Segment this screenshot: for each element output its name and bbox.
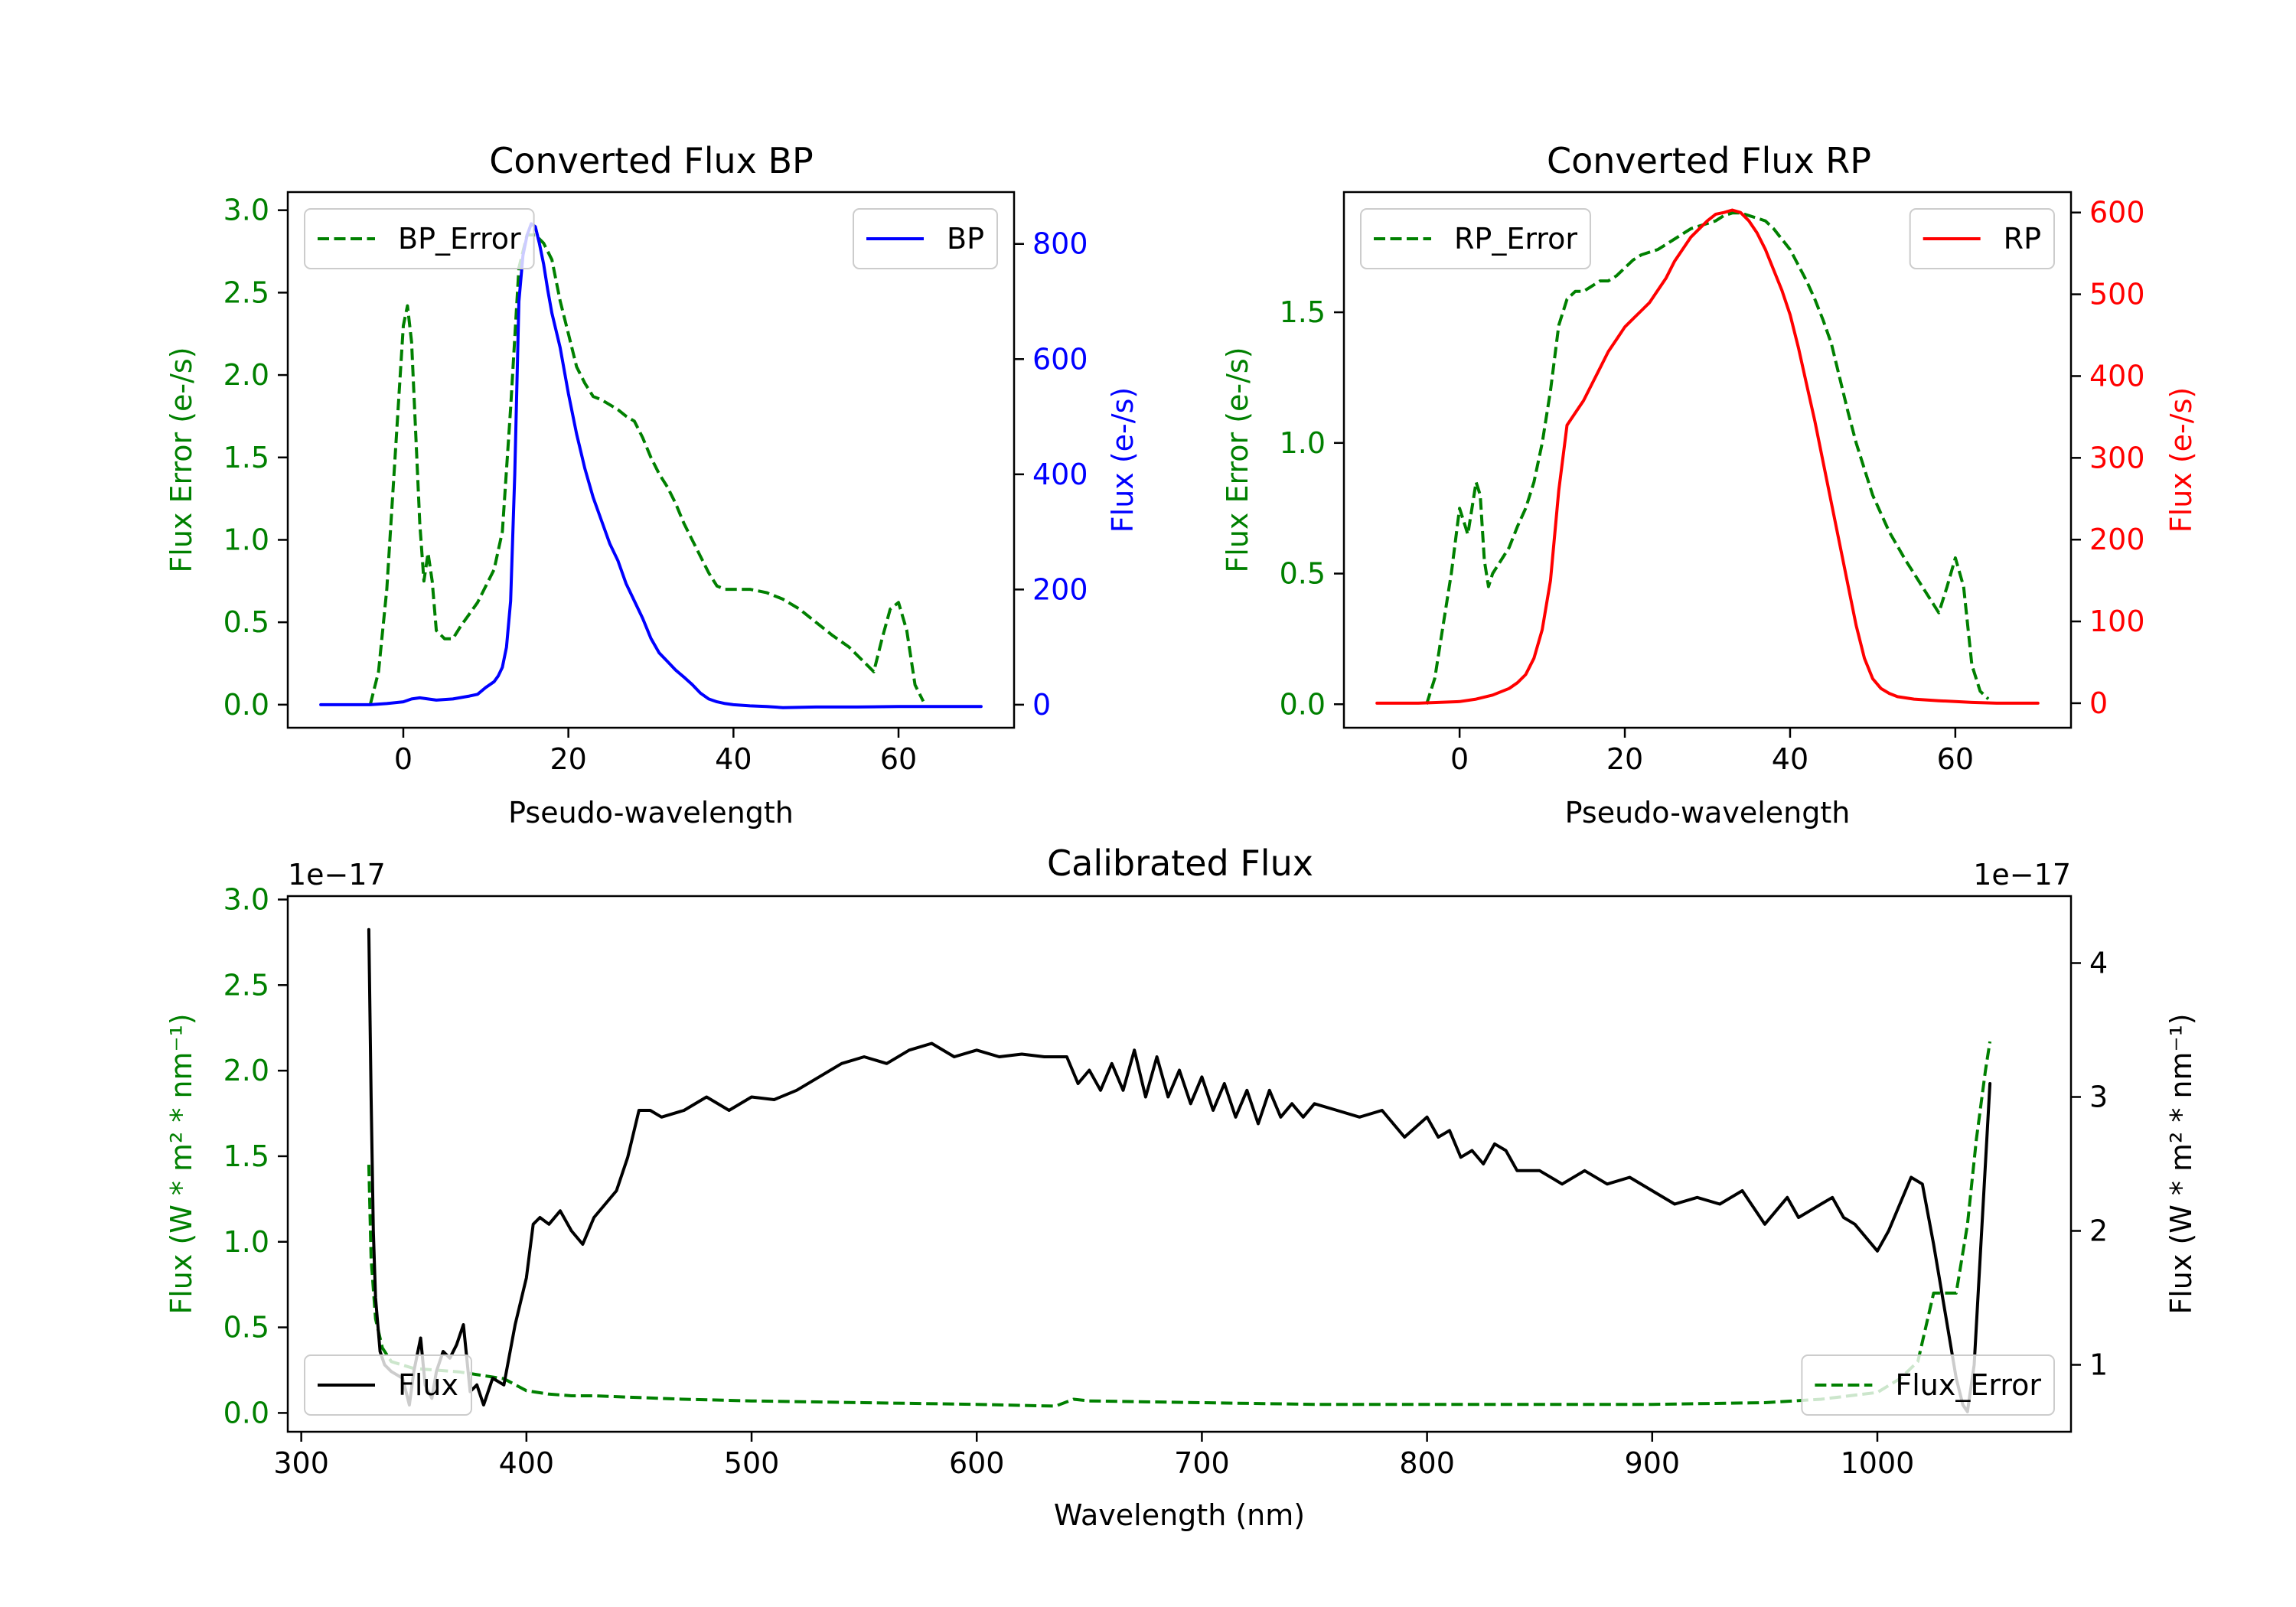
right-y-tick-label: 3: [2089, 1081, 2108, 1114]
right-y-tick-label: 200: [2089, 523, 2145, 556]
left-y-tick-label: 2.5: [223, 968, 269, 1002]
right-y-tick-label: 1: [2089, 1348, 2108, 1382]
right-y-tick-label: 100: [2089, 605, 2145, 638]
left-y-tick-label: 1.0: [223, 523, 269, 556]
x-tick-label: 1000: [1841, 1446, 1915, 1480]
right-y-tick-label: 800: [1032, 227, 1088, 261]
chart-title: Converted Flux BP: [489, 140, 814, 181]
legend-label: BP: [947, 222, 984, 256]
legend-flux: Flux: [304, 1354, 472, 1416]
x-axis-label: Pseudo-wavelength: [508, 796, 794, 830]
x-tick-label: 500: [724, 1446, 780, 1480]
left-y-tick-label: 3.0: [223, 194, 269, 227]
x-tick-label: 40: [1772, 742, 1808, 776]
right-y-tick-label: 200: [1032, 572, 1088, 606]
left-y-tick-label: 2.5: [223, 275, 269, 309]
series-line-rp-error: [1425, 211, 1990, 705]
left-y-tick-label: 0.5: [223, 605, 269, 639]
right-y-tick-label: 600: [1032, 342, 1088, 376]
x-tick-label: 60: [1937, 742, 1974, 776]
left-y-axis-label: Flux Error (e-/s): [1221, 347, 1254, 572]
series-line-rp: [1375, 208, 2040, 705]
left-y-tick-label: 1.0: [1280, 426, 1326, 460]
chart-title: Converted Flux RP: [1547, 140, 1871, 181]
x-tick-label: 600: [949, 1446, 1005, 1480]
axes-frame: [286, 191, 1016, 729]
axes-frame: [286, 895, 2073, 1433]
left-y-tick-label: 1.0: [223, 1225, 269, 1259]
left-y-tick-label: 1.5: [223, 441, 269, 474]
chart-title: Calibrated Flux: [1047, 843, 1313, 884]
left-offset-text: 1e−17: [288, 858, 386, 892]
x-tick-label: 400: [499, 1446, 555, 1480]
left-y-axis-label: Flux Error (e-/s): [165, 347, 198, 572]
x-axis-label: Wavelength (nm): [1054, 1498, 1305, 1532]
chart-rp: Converted Flux RP 0 20 40 60 0.0 0.5 1.0 1.5 0 10…: [1221, 140, 2198, 830]
x-tick-label: 40: [715, 742, 752, 776]
right-y-tick-label: 4: [2089, 947, 2108, 980]
x-tick-label: 60: [880, 742, 917, 776]
legend-label: BP_Error: [398, 222, 521, 256]
x-tick-label: 0: [394, 742, 413, 776]
legend-bp-error: BP_Error: [304, 208, 535, 269]
left-y-tick-label: 0.0: [223, 688, 269, 722]
legend-flux-error: Flux_Error: [1801, 1354, 2055, 1416]
right-y-tick-label: 0: [1032, 688, 1051, 722]
x-tick-label: 300: [273, 1446, 329, 1480]
series-line-bp-error: [368, 233, 925, 706]
left-y-axis-label: Flux (W * m² * nm⁻¹): [165, 1013, 198, 1314]
x-axis-label: Pseudo-wavelength: [1565, 796, 1851, 830]
left-y-tick-label: 0.5: [223, 1311, 269, 1345]
left-y-tick-label: 0.0: [1280, 687, 1326, 721]
right-y-tick-label: 300: [2089, 441, 2145, 474]
right-y-tick-label: 400: [2089, 359, 2145, 393]
chart-bp: Converted Flux BP 0 20 40 60 0.0 0.5 1.0 1.5 2.0…: [165, 140, 1140, 830]
chart-cal: Calibrated Flux 300 400 500 600 700 800 900 100…: [165, 843, 2198, 1532]
legend-rp-error: RP_Error: [1360, 208, 1591, 269]
x-tick-label: 700: [1174, 1446, 1230, 1480]
left-y-tick-label: 1.5: [1280, 295, 1326, 329]
x-tick-label: 900: [1625, 1446, 1681, 1480]
left-y-tick-label: 0.0: [223, 1396, 269, 1429]
series-line-flux: [367, 927, 1992, 1413]
right-offset-text: 1e−17: [1973, 858, 2071, 892]
x-tick-label: 20: [550, 742, 586, 776]
left-y-tick-label: 2.0: [223, 1054, 269, 1087]
right-y-tick-label: 0: [2089, 686, 2108, 720]
left-y-tick-label: 0.5: [1280, 557, 1326, 591]
left-y-tick-label: 3.0: [223, 882, 269, 916]
x-tick-label: 20: [1606, 742, 1643, 776]
right-y-tick-label: 2: [2089, 1214, 2108, 1248]
legend-bp: BP: [853, 208, 998, 269]
right-y-axis-label: Flux (W * m² * nm⁻¹): [2164, 1013, 2198, 1314]
axes-frame: [1342, 191, 2073, 729]
right-y-axis-label: Flux (e-/s): [1106, 387, 1140, 533]
x-tick-label: 800: [1399, 1446, 1455, 1480]
left-y-tick-label: 1.5: [223, 1139, 269, 1173]
right-y-tick-label: 500: [2089, 278, 2145, 311]
legend-label: RP: [2004, 222, 2041, 256]
left-y-tick-label: 2.0: [223, 358, 269, 392]
series-line-bp: [319, 222, 983, 709]
right-y-tick-label: 400: [1032, 458, 1088, 491]
legend-label: RP_Error: [1454, 222, 1577, 256]
legend-label: Flux_Error: [1895, 1368, 2041, 1402]
legend-label: Flux: [398, 1368, 458, 1402]
right-y-axis-label: Flux (e-/s): [2164, 387, 2198, 533]
right-y-tick-label: 600: [2089, 196, 2145, 230]
x-tick-label: 0: [1450, 742, 1469, 776]
legend-rp: RP: [1909, 208, 2055, 269]
series-line-flux-error: [367, 1041, 1992, 1408]
